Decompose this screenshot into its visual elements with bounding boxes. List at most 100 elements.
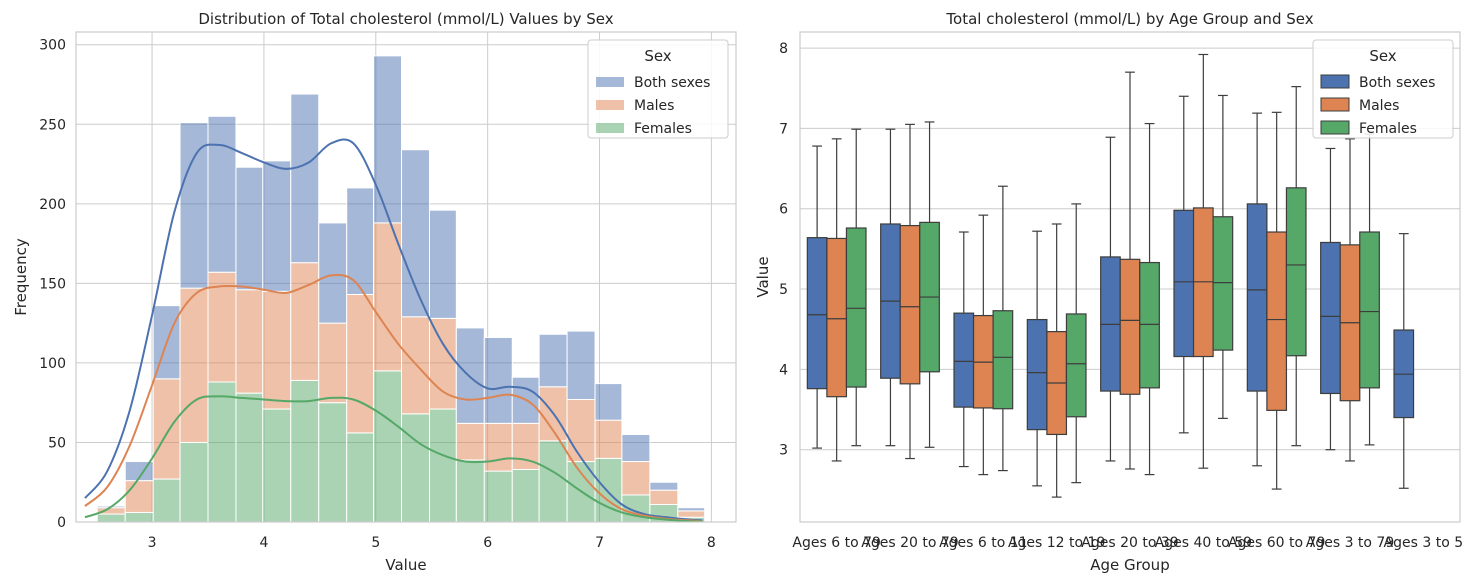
boxplot-x-tick-6: Ages 60 to 79 (1228, 535, 1325, 551)
box-1-both-sexes (880, 128, 901, 447)
boxplot-y-tick-labels: 3 4 5 6 7 8 (779, 41, 788, 459)
box-5-females (1212, 94, 1234, 419)
histogram-y-tick-2: 100 (39, 356, 66, 372)
histogram-legend-swatch-0 (596, 77, 624, 87)
histogram-legend-label-0: Both sexes (634, 75, 710, 91)
box-0-females-iqr (845, 227, 867, 388)
histogram-bar-males-14 (483, 422, 513, 472)
boxplot-boxes (806, 53, 1415, 498)
histogram-legend-label-1: Males (634, 98, 674, 114)
box-4-males (1119, 71, 1141, 470)
histogram-bar-females-0 (96, 513, 126, 523)
boxplot-legend-box (1312, 39, 1454, 139)
histogram-bars (96, 55, 706, 523)
box-3-females-iqr (1065, 313, 1087, 418)
boxplot-x-tick-5: Ages 40 to 59 (1155, 535, 1252, 551)
histogram-legend-title: Sex (644, 47, 671, 65)
box-5-both-sexes-iqr (1173, 209, 1195, 358)
kde-curve-males (84, 273, 703, 523)
box-7-both-sexes (1320, 147, 1341, 451)
histogram-bar-both-sexes-3 (179, 122, 209, 289)
histogram-bar-males-10 (373, 222, 403, 372)
box-0-males-iqr (826, 237, 848, 398)
histogram-bar-females-3 (179, 441, 209, 523)
box-2-both-sexes (953, 231, 975, 468)
histogram-bar-males-4 (207, 271, 237, 383)
histogram-bar-both-sexes-14 (483, 336, 513, 424)
boxplot-legend-swatch-0 (1320, 74, 1350, 89)
box-7-females (1359, 133, 1380, 446)
histogram-bar-males-19 (621, 461, 651, 496)
histogram-legend-swatch-1 (596, 100, 624, 110)
histogram-bar-both-sexes-13 (455, 327, 485, 424)
boxplot-title: Total cholesterol (mmol/L) by Age Group … (945, 10, 1313, 28)
histogram-bar-females-15 (511, 469, 540, 523)
histogram-y-axis-label: Frequency (12, 238, 30, 316)
histogram-bar-males-2 (152, 378, 181, 480)
histogram-x-tick-1: 4 (259, 535, 268, 551)
histogram-bar-males-21 (677, 510, 706, 518)
box-7-males (1339, 138, 1361, 462)
box-4-both-sexes (1100, 136, 1121, 462)
histogram-bar-females-18 (594, 457, 623, 523)
box-5-males (1192, 53, 1214, 469)
boxplot-y-tick-3: 6 (779, 202, 788, 218)
histogram-bar-females-2 (152, 478, 181, 523)
histogram-bar-females-13 (455, 459, 485, 523)
boxplot-legend-swatch-1 (1320, 97, 1350, 112)
histogram-y-tick-5: 250 (39, 117, 66, 133)
histogram-bar-females-11 (401, 413, 430, 523)
histogram-y-tick-4: 200 (39, 197, 66, 213)
histogram-bar-females-1 (124, 511, 154, 523)
histogram-kde-curves (84, 138, 703, 523)
box-6-females-iqr (1285, 187, 1307, 357)
boxplot-legend-label-0: Both sexes (1359, 75, 1435, 91)
boxplot-y-tick-4: 7 (779, 121, 788, 137)
box-1-males-iqr (899, 224, 921, 385)
boxplot-legend-label-1: Males (1359, 98, 1399, 114)
boxplot-legend-label-2: Females (1359, 121, 1417, 137)
box-0-males (826, 138, 848, 462)
boxplot-x-tick-1: Ages 20 to 79 (861, 535, 958, 551)
histogram-x-tick-5: 8 (707, 535, 716, 551)
box-0-both-sexes (806, 145, 828, 449)
histogram-bar-females-6 (262, 408, 292, 523)
histogram-bar-both-sexes-7 (290, 93, 320, 264)
box-3-females (1065, 203, 1087, 484)
box-2-females (992, 185, 1014, 472)
histogram-bar-both-sexes-20 (649, 481, 679, 491)
histogram-bar-both-sexes-5 (235, 166, 264, 291)
histogram-bar-both-sexes-9 (346, 187, 375, 295)
histogram-y-tick-1: 50 (48, 435, 66, 451)
histogram-bar-males-7 (290, 262, 320, 381)
histogram-x-axis-label: Value (385, 556, 426, 574)
histogram-y-tick-0: 0 (57, 515, 66, 531)
histogram-y-tick-labels: 0 50 100 150 200 250 300 (39, 38, 66, 531)
histogram-bar-males-17 (566, 399, 596, 463)
histogram-bar-females-9 (346, 432, 375, 523)
histogram-bar-females-12 (428, 408, 457, 523)
box-0-females (845, 128, 867, 447)
histogram-bar-males-9 (346, 294, 375, 434)
histogram-y-tick-3: 150 (39, 276, 66, 292)
histogram-legend-box (587, 39, 729, 139)
box-3-both-sexes-iqr (1026, 318, 1048, 431)
box-6-males (1266, 111, 1288, 490)
histogram-bar-males-5 (235, 289, 264, 394)
boxplot-frame (799, 31, 1461, 523)
histogram-bar-females-16 (538, 440, 568, 523)
boxplot-y-tick-1: 4 (779, 362, 788, 378)
boxplot-y-tick-2: 5 (779, 282, 788, 298)
boxplot-legend-swatch-2 (1320, 120, 1350, 135)
box-2-both-sexes-iqr (953, 312, 975, 408)
histogram-x-tick-3: 6 (483, 535, 492, 551)
histogram-bar-females-4 (207, 381, 237, 523)
boxplot-x-tick-4: Ages 20 to 39 (1081, 535, 1178, 551)
box-2-males (972, 214, 994, 476)
histogram-x-tick-2: 5 (371, 535, 380, 551)
histogram-bar-females-8 (318, 402, 348, 523)
histogram-bar-females-14 (483, 470, 513, 523)
kde-curve-both-sexes (84, 138, 703, 522)
